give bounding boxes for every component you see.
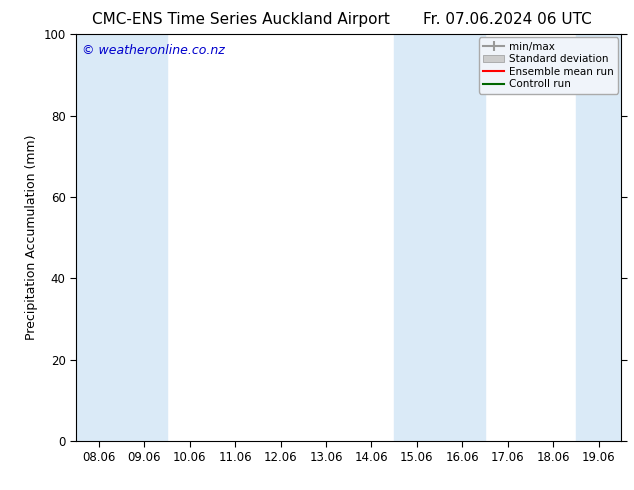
Y-axis label: Precipitation Accumulation (mm): Precipitation Accumulation (mm) — [25, 135, 38, 341]
Bar — [394, 34, 485, 441]
Text: CMC-ENS Time Series Auckland Airport: CMC-ENS Time Series Auckland Airport — [92, 12, 390, 27]
Text: © weatheronline.co.nz: © weatheronline.co.nz — [82, 45, 224, 57]
Bar — [576, 34, 621, 441]
Legend: min/max, Standard deviation, Ensemble mean run, Controll run: min/max, Standard deviation, Ensemble me… — [479, 37, 618, 94]
Text: Fr. 07.06.2024 06 UTC: Fr. 07.06.2024 06 UTC — [423, 12, 592, 27]
Bar — [76, 34, 167, 441]
